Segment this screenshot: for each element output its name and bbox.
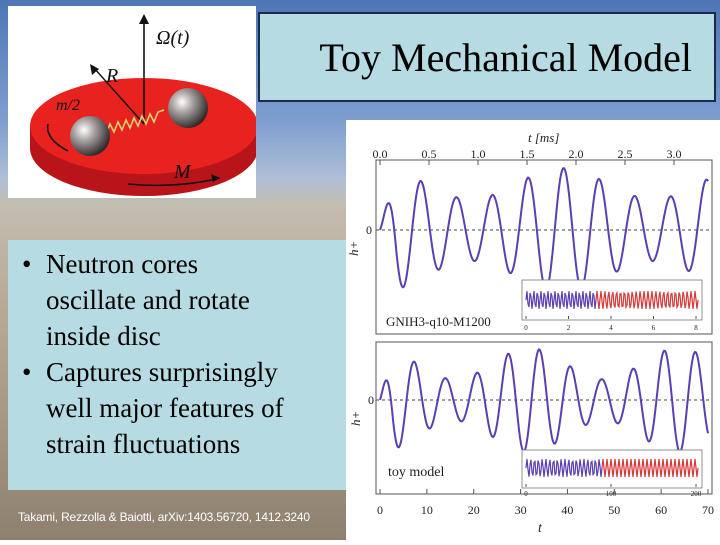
top-inset-tick: 2 — [567, 324, 571, 332]
arrowhead-bottom — [211, 174, 220, 182]
bottom-legend: toy model — [388, 465, 444, 480]
disc-diagram-svg: Ω(t) R m/2 M — [30, 14, 258, 196]
citation: Takami, Rezzolla & Baiotti, arXiv:1403.5… — [18, 510, 310, 524]
bottom-legend-bg — [382, 462, 482, 482]
radius-arrowhead — [90, 64, 99, 75]
spring — [95, 109, 165, 136]
bottom-x-tick: 60 — [655, 503, 667, 517]
top-x-tick: 1.5 — [520, 147, 535, 161]
bullet-list: • Neutron cores oscillate and rotate ins… — [8, 240, 346, 490]
top-x-tick: 2.0 — [569, 147, 584, 161]
top-legend-bg — [382, 312, 542, 332]
title-box: Toy Mechanical Model — [258, 12, 716, 102]
bullet-dot: • — [22, 249, 32, 279]
top-x-tick: 1.0 — [471, 147, 486, 161]
neutron-core-left — [70, 116, 110, 156]
bullet-line: inside disc — [46, 321, 161, 351]
mass-label: m/2 — [56, 97, 80, 114]
top-x-tick: 0.0 — [373, 147, 388, 161]
bottom-ylabel: h+ — [348, 411, 363, 426]
top-panel-frame — [375, 159, 713, 335]
radius-arrow — [93, 67, 145, 125]
bottom-x-tick: 50 — [608, 503, 620, 517]
bottom-x-tick: 20 — [468, 503, 480, 517]
bottom-inset-tick: 100 — [606, 490, 617, 498]
bullet-line: Captures surprisingly — [46, 357, 278, 387]
omega-label: Ω(t) — [156, 27, 190, 49]
top-x-tick: 2.5 — [618, 147, 633, 161]
disc-top — [30, 78, 258, 174]
disc-mass-label: M — [173, 161, 192, 183]
bottom-waveform-line — [379, 347, 709, 454]
top-inset-red-line — [595, 290, 699, 310]
radius-label: R — [105, 65, 118, 87]
bottom-x-tick: 70 — [702, 503, 714, 517]
bottom-inset-red-line — [601, 458, 699, 478]
bullet-line: oscillate and rotate — [46, 285, 250, 315]
bullet-dot: • — [22, 357, 32, 387]
top-inset-tick: 0 — [524, 324, 528, 332]
bullet-line: Neutron cores — [46, 249, 199, 279]
mechanical-model-diagram: Ω(t) R m/2 M — [8, 6, 258, 198]
bottom-panel-frame — [375, 341, 713, 495]
bottom-inset-tick: 0 — [524, 490, 528, 498]
bottom-x-tick: 40 — [561, 503, 573, 517]
neutron-core-right — [168, 88, 208, 128]
bottom-xlabel: t — [538, 521, 543, 536]
bullet-line: well major features of — [46, 393, 284, 423]
top-xlabel: t [ms] — [528, 130, 559, 145]
citation-box: Takami, Rezzolla & Baiotti, arXiv:1403.5… — [8, 502, 368, 532]
rotation-arrow-bottom — [127, 177, 221, 187]
bottom-x-tick: 10 — [421, 503, 433, 517]
top-legend: GNIH3-q10-M1200 — [386, 314, 491, 329]
top-inset-blue-line — [525, 291, 597, 309]
top-x-tick: 0.5 — [422, 147, 437, 161]
top-ylabel: h+ — [346, 241, 361, 256]
axis-arrowhead — [139, 14, 149, 24]
bullet-line: strain fluctuations — [46, 429, 241, 459]
bottom-y-tick: 0 — [368, 393, 374, 407]
bullet-item: • Captures surprisingly well major featu… — [22, 354, 336, 462]
top-y-tick: 0 — [366, 223, 372, 237]
waveform-plots: t [ms] h+ 0 0.0 0.5 1.0 1.5 2.0 2.5 3.0 GNIH3-… — [346, 120, 720, 540]
top-inset-tick: 4 — [609, 324, 613, 332]
bullet-item: • Neutron cores oscillate and rotate ins… — [22, 246, 336, 354]
slide-title: Toy Mechanical Model — [319, 34, 692, 80]
bottom-x-tick: 0 — [377, 503, 383, 517]
bottom-inset-blue-line — [525, 458, 603, 478]
rotation-arrow-left — [46, 123, 69, 152]
top-inset-tick: 6 — [652, 324, 656, 332]
top-inset-tick: 8 — [694, 324, 698, 332]
bottom-x-tick: 30 — [515, 503, 527, 517]
top-x-tick: 3.0 — [667, 147, 682, 161]
waveform-svg: t [ms] h+ 0 0.0 0.5 1.0 1.5 2.0 2.5 3.0 GNIH3-… — [346, 130, 714, 536]
bottom-inset-tick: 200 — [691, 490, 702, 498]
top-waveform-line — [379, 167, 709, 291]
